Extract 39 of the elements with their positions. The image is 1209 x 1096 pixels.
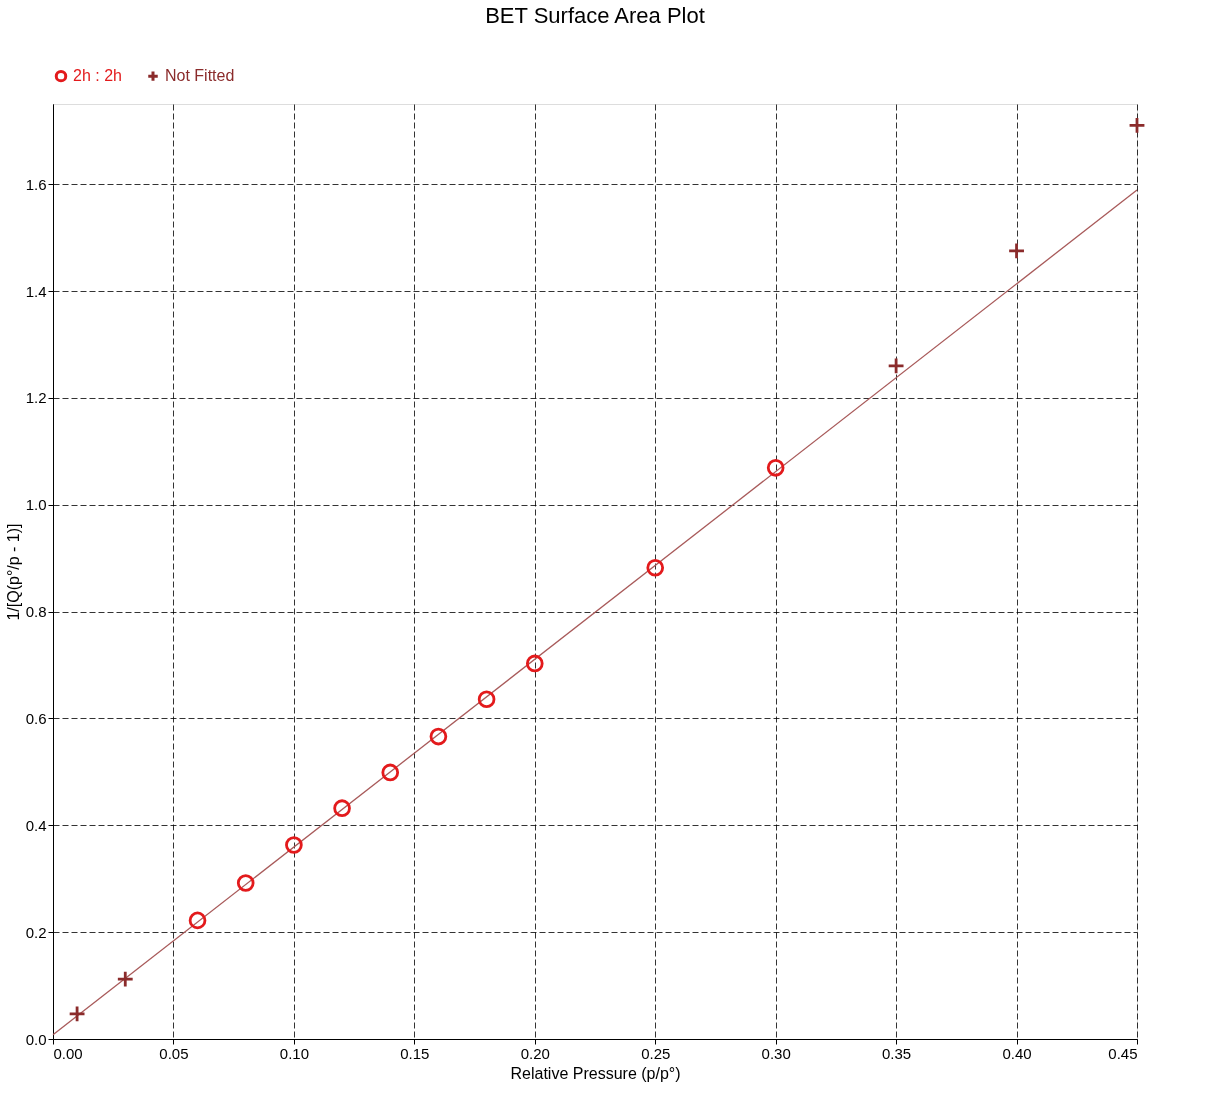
legend-label: Not Fitted <box>165 67 235 85</box>
y-axis-title: 1/[Q(p°/p - 1)] <box>4 523 22 621</box>
point <box>525 654 544 673</box>
x-tick-label: 0.35 <box>882 1044 912 1062</box>
point <box>188 911 207 930</box>
point <box>766 459 785 477</box>
y-tick-label: 1.2 <box>25 389 47 407</box>
point <box>68 1005 86 1023</box>
point <box>116 970 135 988</box>
point <box>429 727 448 746</box>
x-tick-label: 0.45 <box>1108 1044 1138 1062</box>
y-tick-label: 0.0 <box>25 1030 47 1048</box>
y-tick-label: 1.4 <box>25 282 47 300</box>
y-tick-label: 1.6 <box>25 175 47 193</box>
point <box>333 799 351 817</box>
point <box>1128 116 1146 135</box>
point <box>646 558 665 577</box>
y-tick-label: 0.4 <box>25 816 47 834</box>
x-tick-label: 0.25 <box>641 1044 671 1062</box>
x-tick-label: 0.05 <box>159 1044 189 1062</box>
x-tick-label: 0.00 <box>53 1044 83 1062</box>
point <box>1007 242 1026 260</box>
x-tick-label: 0.30 <box>761 1044 791 1062</box>
x-tick-label: 0.10 <box>279 1044 309 1062</box>
point <box>381 763 400 782</box>
x-tick-label: 0.20 <box>520 1044 550 1062</box>
x-axis-title: Relative Pressure (p/p°) <box>510 1064 681 1082</box>
point <box>236 874 255 892</box>
point <box>477 690 496 708</box>
point <box>887 356 905 375</box>
chart-title: BET Surface Area Plot <box>485 3 705 28</box>
x-tick-label: 0.40 <box>1002 1044 1032 1062</box>
y-tick-label: 0.2 <box>25 923 47 941</box>
y-tick-label: 1.0 <box>25 496 47 514</box>
point <box>285 836 303 854</box>
x-tick-label: 0.15 <box>400 1044 430 1062</box>
y-tick-label: 0.6 <box>25 709 47 727</box>
legend-label: 2h : 2h <box>73 67 122 85</box>
y-tick-label: 0.8 <box>25 603 47 621</box>
